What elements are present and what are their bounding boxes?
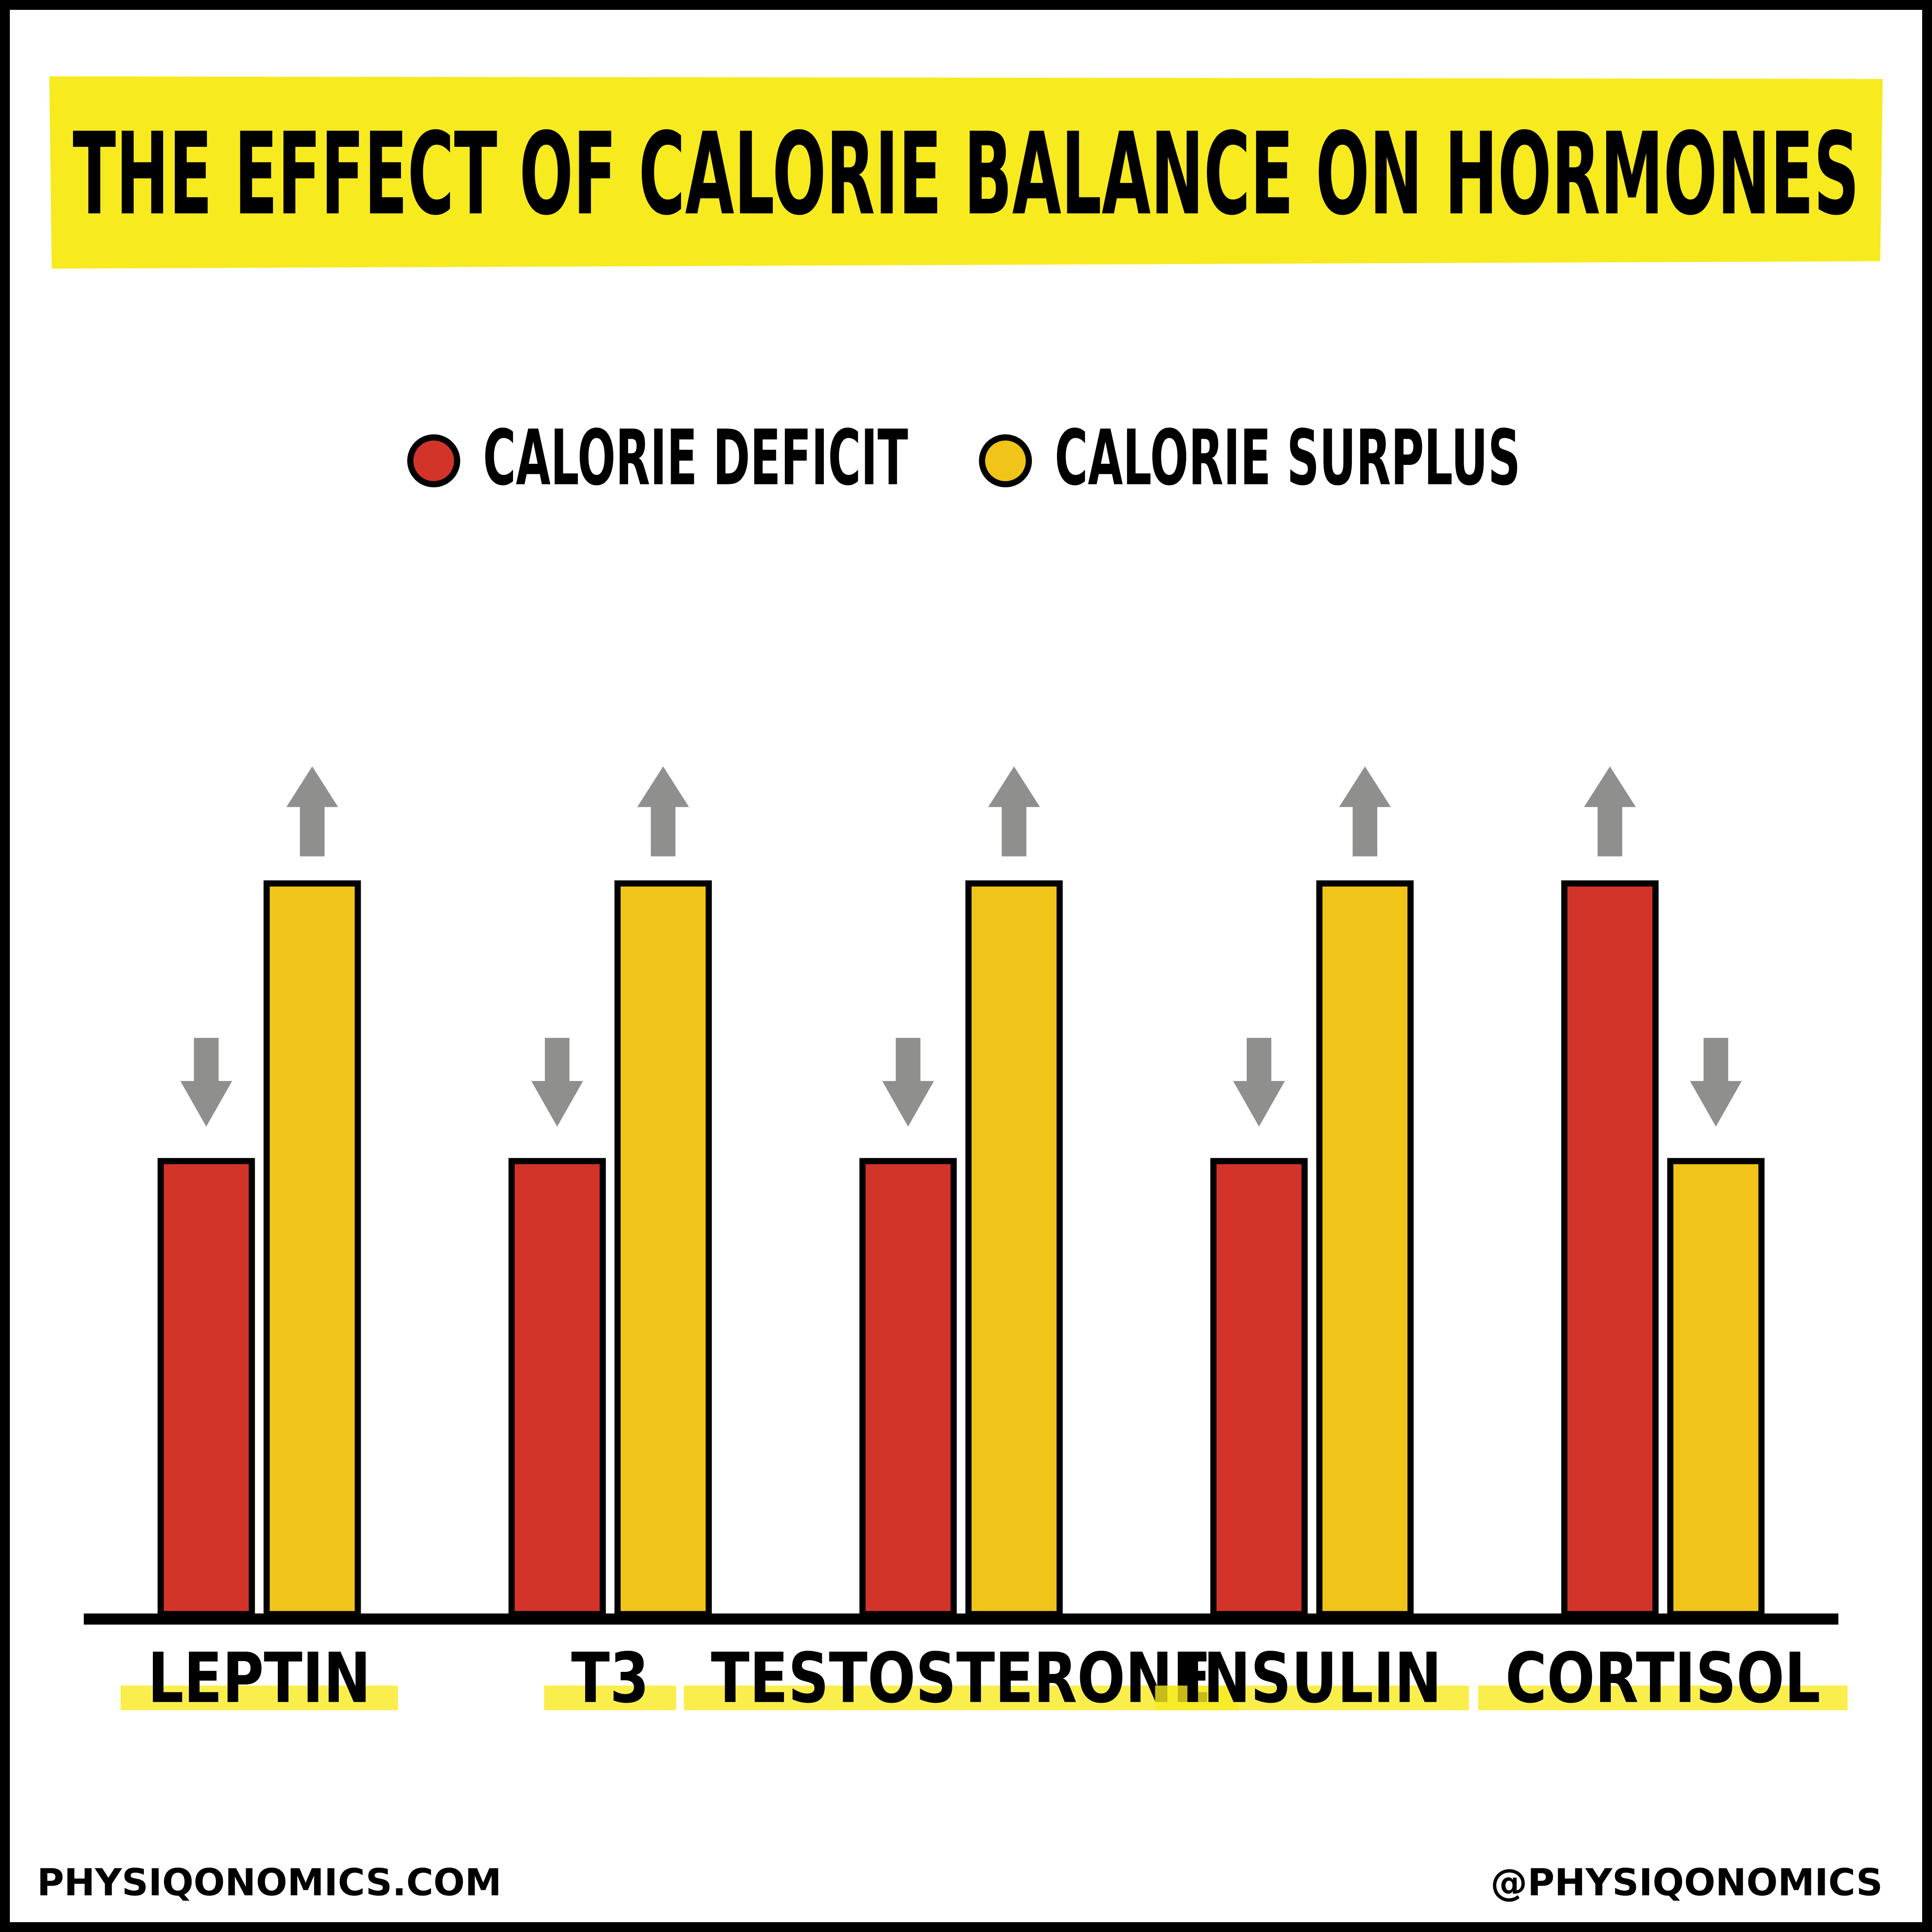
arrow-down xyxy=(882,1038,934,1127)
bar xyxy=(1210,1158,1308,1617)
title-band xyxy=(49,76,1883,269)
arrow-down xyxy=(531,1038,583,1127)
x-tick-label: LEPTIN xyxy=(148,1638,371,1718)
label-highlight xyxy=(683,1686,1239,1710)
bar xyxy=(614,880,712,1617)
label-highlight xyxy=(1155,1686,1469,1710)
chart-title: THE EFFECT OF CALORIE BALANCE ON HORMONE… xyxy=(73,109,1859,240)
x-tick-label: T3 xyxy=(571,1638,649,1718)
arrow-down xyxy=(180,1038,232,1127)
bar xyxy=(263,880,361,1617)
bar xyxy=(1561,880,1659,1617)
x-tick-label: CORTISOL xyxy=(1505,1638,1820,1718)
arrow-up xyxy=(1339,766,1391,857)
arrow-down xyxy=(1690,1038,1742,1127)
legend-label: CALORIE DEFICIT xyxy=(483,413,908,502)
bar xyxy=(508,1158,606,1617)
arrow-down xyxy=(1233,1038,1285,1127)
x-tick-label: TESTOSTERONE xyxy=(711,1638,1211,1718)
label-highlight xyxy=(1478,1686,1848,1710)
legend-label: CALORIE SURPLUS xyxy=(1055,413,1521,502)
footer-left: PHYSIQONOMICS.COM xyxy=(37,1861,501,1904)
label-highlight xyxy=(120,1686,398,1710)
bar xyxy=(158,1158,255,1617)
bar xyxy=(1667,1158,1765,1617)
x-tick-label: INSULIN xyxy=(1182,1638,1442,1718)
arrow-up xyxy=(286,766,338,857)
legend-swatch xyxy=(407,434,460,488)
bar xyxy=(1316,880,1414,1617)
bar xyxy=(859,1158,957,1617)
arrow-up xyxy=(1584,766,1636,857)
bar xyxy=(965,880,1063,1617)
arrow-up xyxy=(988,766,1040,857)
legend-swatch xyxy=(979,434,1032,488)
footer-right: @PHYSIQONOMICS xyxy=(1491,1861,1883,1904)
arrow-up xyxy=(637,766,689,857)
label-highlight xyxy=(544,1686,677,1710)
